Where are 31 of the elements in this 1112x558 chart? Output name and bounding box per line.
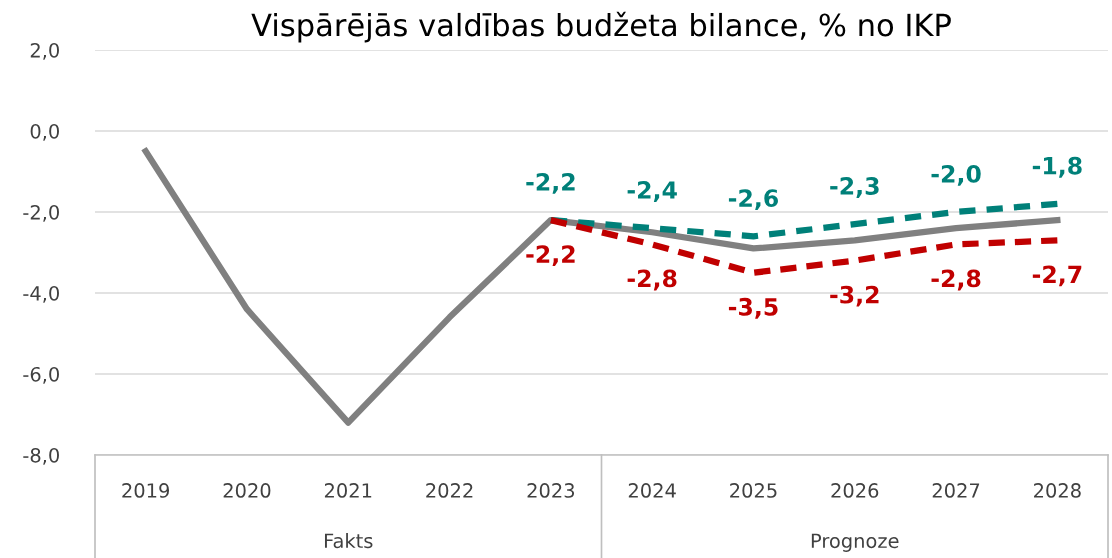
text: Fakts [324,533,373,549]
y-tick-label: -6,0 [23,366,59,384]
data-label: -2,2 [526,172,575,194]
y-tick-label: -8,0 [23,447,59,465]
x-tick-label: 2025 [730,483,777,498]
y-tick-label: 0,0 [30,123,59,141]
x-tick-label: 2027 [932,483,980,498]
chart-title: Vispārējās valdības budžeta bilance, % no IKP [251,11,951,43]
data-label: -2,7 [1032,265,1082,287]
x-tick-label: 2020 [223,483,271,498]
data-label: -2,2 [526,245,575,267]
data-label: -3,2 [830,285,879,307]
data-label: -1,8 [1032,156,1082,178]
y-tick-label: -2,0 [23,204,59,222]
x-tick-label: 2019 [122,483,170,498]
x-tick-label: 2028 [1034,483,1081,498]
data-label: -2,8 [627,269,677,291]
y-tick-label: 2,0 [30,42,59,60]
data-label: -3,5 [728,297,778,319]
data-label: -2,4 [627,181,677,202]
data-label: -2,0 [931,164,981,186]
data-label: -2,8 [931,269,981,291]
text: Prognoze [811,533,899,552]
x-tick-label: 2024 [628,483,676,498]
data-label: -2,3 [830,177,879,198]
x-tick-label: 2026 [831,483,879,498]
x-tick-label: 2021 [324,483,372,498]
data-label: -2,6 [728,189,778,211]
y-tick-label: -4,0 [23,285,59,303]
x-tick-label: 2023 [527,483,575,498]
x-tick-label: 2022 [426,483,473,498]
